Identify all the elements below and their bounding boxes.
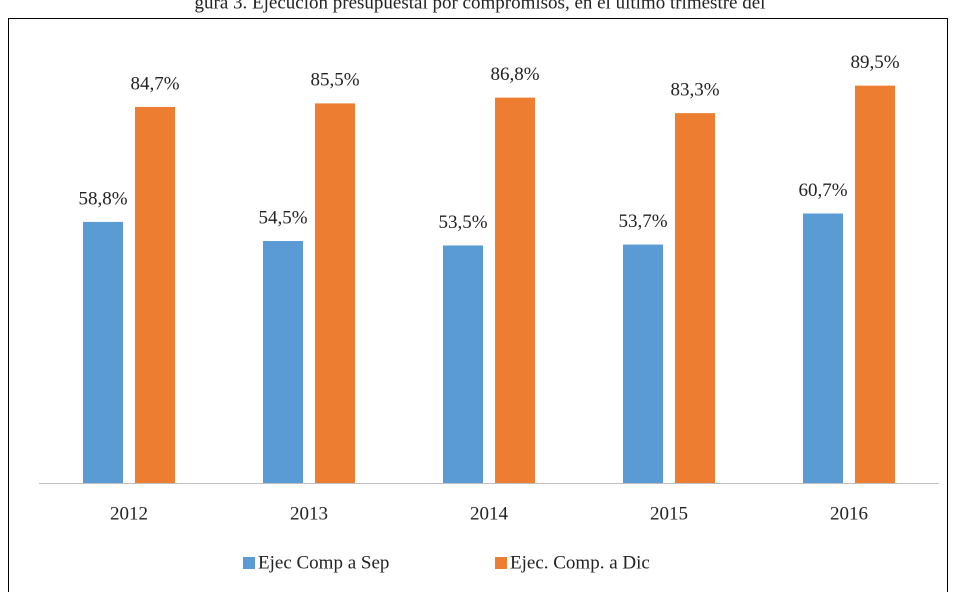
data-label: 89,5% [850,52,899,73]
x-tick-label: 2014 [470,503,509,524]
chart-title: gura 3. Ejecución presupuestal por compr… [195,0,766,13]
bar [495,97,535,483]
bar [135,106,175,483]
x-tick-label: 2016 [830,503,868,524]
data-label: 84,7% [130,73,179,94]
bar [855,85,895,484]
x-tick-label: 2012 [110,503,148,524]
legend-swatch [495,557,507,569]
x-tick-label: 2013 [290,503,328,524]
data-label: 53,7% [618,211,667,232]
data-label: 58,8% [78,188,127,209]
bar [623,244,663,483]
x-tick-label: 2015 [650,503,688,524]
bar [263,241,303,483]
legend-swatch [243,557,255,569]
data-label: 83,3% [670,80,719,101]
bar [803,213,843,483]
data-label: 54,5% [258,207,307,228]
bar [443,245,483,483]
data-label: 85,5% [310,70,359,91]
legend-label: Ejec. Comp. a Dic [510,552,650,573]
bar [315,103,355,483]
legend-label: Ejec Comp a Sep [258,552,389,573]
data-label: 86,8% [490,64,539,85]
bar [83,221,123,484]
chart-frame [8,18,948,592]
data-label: 53,5% [438,212,487,233]
data-label: 60,7% [798,180,847,201]
bar [675,113,715,483]
